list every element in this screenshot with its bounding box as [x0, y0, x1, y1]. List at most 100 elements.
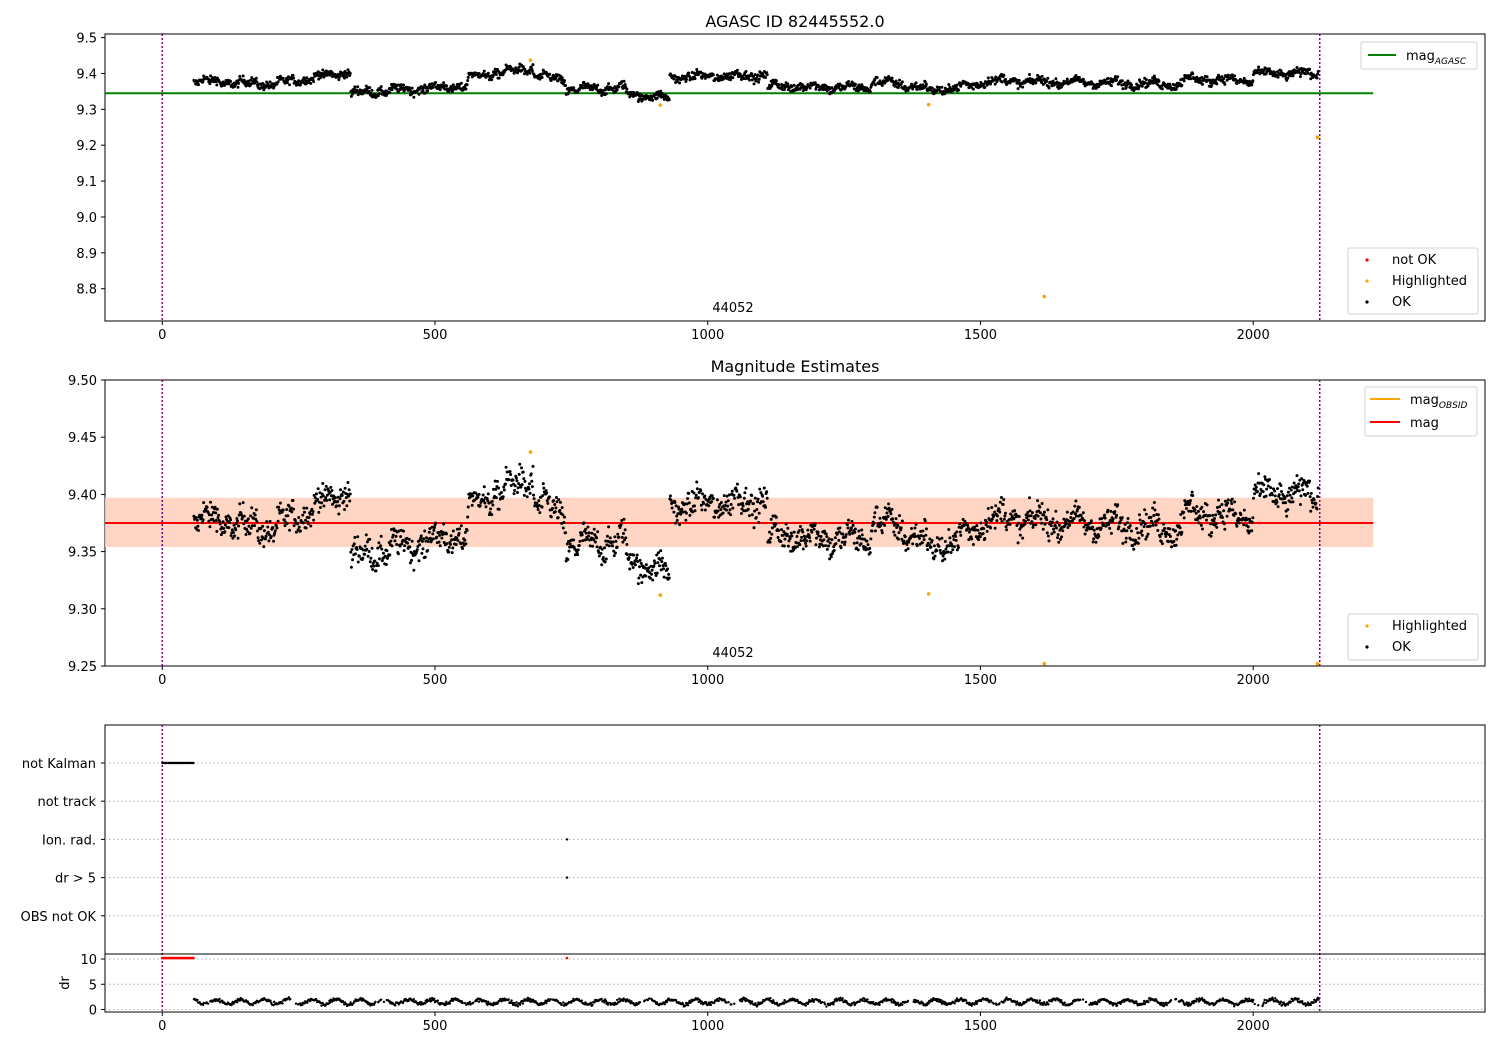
ok-point [857, 529, 861, 533]
ok-point [924, 533, 928, 537]
ok-point [1230, 73, 1234, 77]
ok-point [469, 495, 473, 499]
ok-point [730, 489, 734, 493]
flag-row-label: OBS not OK [21, 910, 97, 925]
ok-point [273, 529, 277, 533]
ok-point [763, 505, 767, 509]
ok-point [968, 528, 972, 532]
ok-point [560, 521, 564, 525]
ok-point [1046, 534, 1050, 538]
ok-point [803, 537, 807, 541]
ok-point [1158, 535, 1162, 539]
dr-point [379, 998, 383, 1001]
ok-point [455, 527, 459, 531]
ok-point [894, 79, 898, 83]
ok-point [275, 526, 279, 530]
ok-point [979, 521, 983, 525]
panel2-title: Magnitude Estimates [711, 357, 880, 376]
ok-point [1056, 536, 1060, 540]
ok-point [292, 76, 296, 80]
ok-point [1053, 523, 1057, 527]
ok-point [924, 527, 928, 531]
ok-point [750, 513, 754, 517]
ok-point [1309, 77, 1313, 81]
highlighted-point [658, 593, 663, 597]
ok-point [486, 492, 490, 496]
ok-point [509, 484, 513, 488]
ok-point [367, 89, 371, 93]
ok-point [994, 75, 998, 79]
ok-point [1156, 513, 1160, 517]
ok-point [792, 530, 796, 534]
ok-point [1180, 530, 1184, 534]
ok-point [1137, 513, 1141, 517]
ok-point [513, 488, 517, 492]
ok-point [336, 500, 340, 504]
ok-point [672, 510, 676, 514]
ok-point [287, 504, 291, 508]
dr-data [160, 956, 1320, 1008]
ok-point [560, 506, 564, 510]
y-tick-label: 9.50 [68, 374, 97, 389]
ok-point [971, 87, 975, 91]
ok-point [593, 540, 597, 544]
ok-point [754, 79, 758, 83]
ok-point [463, 538, 467, 542]
ok-point [1316, 486, 1320, 490]
ok-point [947, 528, 951, 532]
ok-point [391, 533, 395, 537]
panel1-obsid-label: 44052 [712, 301, 753, 316]
ok-point [1250, 83, 1254, 87]
ok-point [361, 548, 365, 552]
ok-point [819, 535, 823, 539]
ok-point [586, 525, 590, 529]
ok-point [457, 531, 461, 535]
ok-point [768, 530, 771, 534]
ok-point [966, 523, 970, 527]
ok-point [651, 578, 655, 582]
ok-point [703, 508, 707, 512]
dr-point [289, 997, 292, 1001]
ok-point [281, 76, 285, 80]
ok-point [235, 519, 239, 523]
ok-point [218, 522, 222, 526]
ok-point [487, 501, 491, 505]
ok-point [451, 529, 455, 533]
ok-point [998, 510, 1002, 514]
ok-point [624, 536, 628, 540]
ok-point [769, 517, 773, 521]
ok-point [1103, 516, 1107, 520]
ok-point [782, 544, 786, 548]
ok-point [470, 503, 474, 507]
ok-point [343, 486, 347, 490]
ok-point [234, 528, 238, 532]
ok-point [1051, 79, 1055, 83]
ok-point [555, 500, 559, 504]
ok-point [675, 518, 679, 522]
ok-point [465, 83, 469, 87]
ok-point [1292, 481, 1296, 485]
ok-point [802, 534, 806, 538]
ok-point [540, 75, 544, 79]
ok-point [296, 522, 300, 526]
ok-point [407, 537, 411, 541]
ok-point [353, 552, 357, 556]
ok-point [1024, 519, 1028, 523]
ok-point [489, 507, 493, 511]
ok-point [1010, 514, 1014, 518]
ok-point [615, 88, 619, 92]
ok-point [422, 85, 426, 89]
ok-point [399, 535, 403, 539]
ok-point [269, 85, 273, 89]
ok-point [622, 79, 626, 83]
ok-point [692, 504, 696, 508]
ok-point [1050, 532, 1054, 536]
ok-point [656, 551, 660, 555]
ok-point [1311, 505, 1315, 509]
ok-point [207, 513, 211, 517]
ok-point [1277, 493, 1281, 497]
ok-point [1234, 78, 1238, 82]
legend-frame [1347, 247, 1479, 315]
y-tick-label: 8.8 [76, 283, 97, 298]
ok-point [202, 74, 206, 78]
